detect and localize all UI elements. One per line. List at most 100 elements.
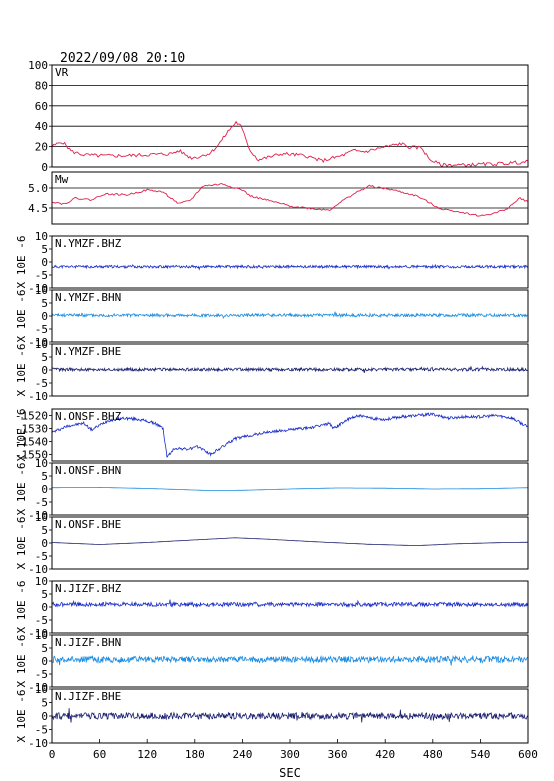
y-tick-label: 10 <box>35 284 48 297</box>
panel-label: N.YMZF.BHE <box>55 345 121 358</box>
panel-label: VR <box>55 66 69 79</box>
y-tick-label: 40 <box>35 120 48 133</box>
y-tick-label: 0 <box>41 483 48 496</box>
series-line <box>51 537 529 547</box>
series-line <box>51 654 528 666</box>
y-tick-label: 20 <box>35 141 48 154</box>
x-tick-label: 540 <box>470 748 490 761</box>
y-tick-label: 0 <box>41 310 48 323</box>
y-tick-label: 10 <box>35 575 48 588</box>
panel-vr: VR 0 20 40 60 80 100 <box>28 59 529 174</box>
panel-label: N.YMZF.BHZ <box>55 237 122 250</box>
panel-frame <box>51 171 529 225</box>
y-tick-label: -10 <box>28 282 48 295</box>
y-tick-label: -5 <box>35 614 48 627</box>
x-tick-label: 360 <box>328 748 348 761</box>
panel-label: N.JIZF.BHZ <box>55 582 122 595</box>
panel-label: N.JIZF.BHE <box>55 690 121 703</box>
y-tick-label: -5 <box>35 377 48 390</box>
y-tick-label: -5 <box>35 724 48 737</box>
figure-timestamp: 2022/09/08 20:10 <box>60 51 185 66</box>
y-tick-label: 5 <box>41 642 48 655</box>
y-tick-label: -10 <box>28 336 48 349</box>
x-tick-label: 420 <box>375 748 395 761</box>
y-axis-label: X 10E -6 <box>15 581 28 634</box>
y-tick-label: -1550 <box>15 449 48 462</box>
panel-label: Mw <box>55 173 69 186</box>
y-tick-label: 10 <box>35 683 48 696</box>
y-tick-label: -10 <box>28 737 48 750</box>
series-line <box>51 263 528 271</box>
y-tick-label: 5 <box>41 524 48 537</box>
x-tick-label: 0 <box>49 748 56 761</box>
y-tick-label: 4.5 <box>28 202 48 215</box>
panel-label: N.ONSF.BHZ <box>55 410 122 423</box>
y-tick-label: -1540 <box>15 436 48 449</box>
y-tick-label: 10 <box>35 338 48 351</box>
y-axis-label: X 10E -6 <box>15 690 28 743</box>
y-tick-label: 10 <box>35 457 48 470</box>
x-tick-label: 180 <box>185 748 205 761</box>
series-line <box>51 120 529 168</box>
y-tick-label: 5 <box>41 297 48 310</box>
x-tick-label: 300 <box>280 748 300 761</box>
panel-label: N.ONSF.BHE <box>55 518 121 531</box>
y-tick-label: -10 <box>28 563 48 576</box>
y-tick-label: 10 <box>35 629 48 642</box>
y-tick-label: 5 <box>41 697 48 710</box>
panels: VR020406080100Mw4.55.0N.YMZF.BHZ-10-5051… <box>15 59 529 750</box>
y-axis-label: X 10E -6 <box>15 463 28 516</box>
panel-label: N.ONSF.BHN <box>55 464 121 477</box>
y-tick-label: -1520 <box>15 410 48 423</box>
x-tick-label: 480 <box>423 748 443 761</box>
panel-mw: Mw 4.5 5.0 <box>28 171 529 225</box>
y-tick-label: 5.0 <box>28 182 48 195</box>
y-tick-label: -10 <box>28 627 48 640</box>
series-line <box>51 311 528 319</box>
y-axis-label: X 10E -6 <box>15 290 28 343</box>
y-tick-label: -5 <box>35 550 48 563</box>
y-tick-label: 10 <box>35 230 48 243</box>
y-axis-label: X 10E -6 <box>15 635 28 688</box>
y-tick-label: 60 <box>35 100 48 113</box>
y-tick-label: 5 <box>41 351 48 364</box>
y-tick-label: -1530 <box>15 423 48 436</box>
y-axis-label: X 10E -6 <box>15 517 28 570</box>
y-axis-label: X 10E -6 <box>15 344 28 397</box>
panel-frame <box>51 516 529 570</box>
y-tick-label: 0 <box>41 364 48 377</box>
y-tick-label: -5 <box>35 269 48 282</box>
y-tick-label: 5 <box>41 243 48 256</box>
x-tick-label: 120 <box>137 748 157 761</box>
y-axis-label: X 10E -6 <box>15 236 28 289</box>
y-tick-label: 5 <box>41 588 48 601</box>
series-line <box>51 183 529 217</box>
series-line <box>51 708 528 723</box>
y-tick-label: 0 <box>41 161 48 174</box>
x-axis: 0 60 120 180 240 300 360 420 480 540 600 <box>49 739 538 761</box>
x-tick-label: 600 <box>518 748 538 761</box>
y-tick-label: -5 <box>35 668 48 681</box>
panel-label: N.JIZF.BHN <box>55 636 121 649</box>
x-axis-label: SEC <box>279 766 301 780</box>
panel-frame <box>51 235 529 289</box>
y-tick-label: -10 <box>28 509 48 522</box>
y-tick-label: 80 <box>35 79 48 92</box>
y-tick-label: 0 <box>41 710 48 723</box>
panel-frame <box>51 580 529 634</box>
y-tick-label: -5 <box>35 323 48 336</box>
y-tick-label: 0 <box>41 537 48 550</box>
y-tick-label: -10 <box>28 390 48 403</box>
panel-label: N.YMZF.BHN <box>55 291 121 304</box>
y-axis-label: X 10E -6 <box>15 409 28 462</box>
series-line <box>51 365 528 373</box>
